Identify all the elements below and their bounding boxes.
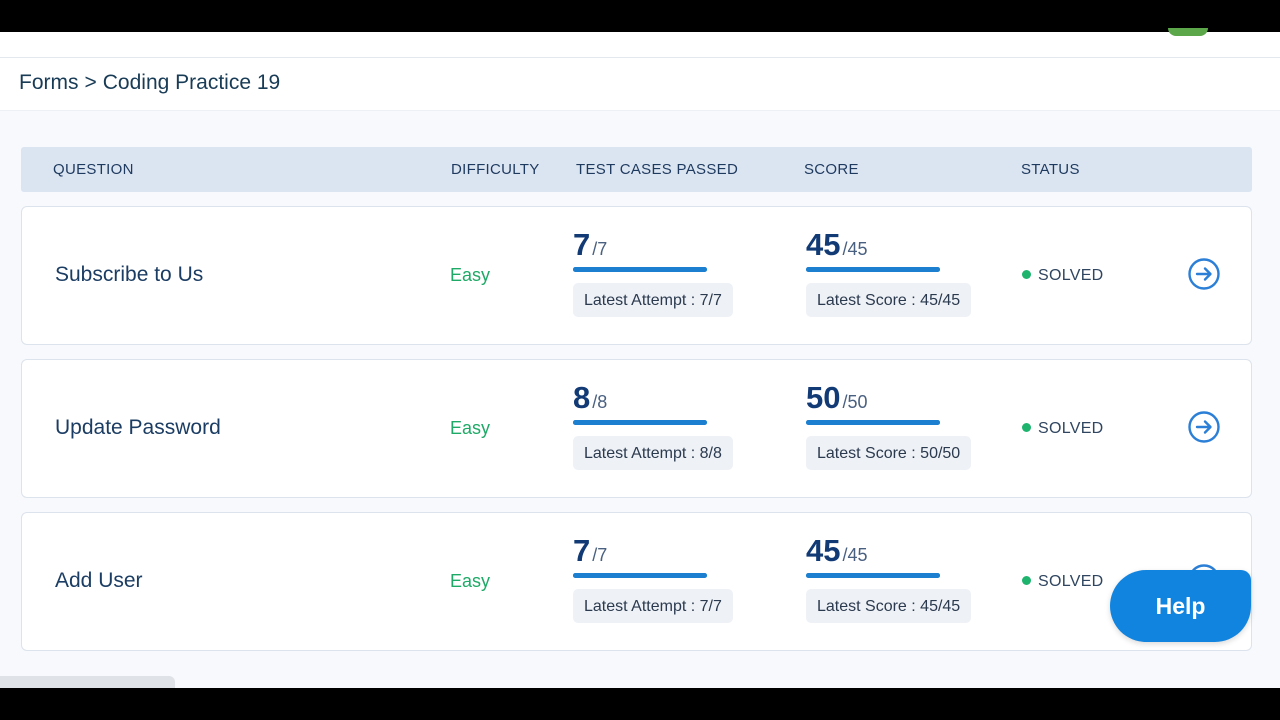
- score-progress-bar: [806, 267, 940, 272]
- score-metric: 45/45 Latest Score : 45/45: [806, 227, 1006, 317]
- score-progress-bar: [806, 573, 940, 578]
- status-text: SOLVED: [1038, 573, 1104, 590]
- table-row[interactable]: Update Password Easy 8/8 Latest Attempt …: [21, 359, 1252, 498]
- breadcrumb-bar: Forms > Coding Practice 19: [0, 58, 1280, 111]
- score-total-value: /45: [842, 239, 868, 259]
- tests-passed-value: 7: [573, 533, 591, 568]
- status-text: SOLVED: [1038, 420, 1104, 437]
- latest-score-badge: Latest Score : 50/50: [806, 436, 972, 470]
- score-metric: 45/45 Latest Score : 45/45: [806, 533, 1006, 623]
- header-test-cases: TEST CASES PASSED: [576, 161, 739, 178]
- breadcrumb-separator: >: [84, 71, 97, 94]
- tests-passed-value: 7: [573, 227, 591, 262]
- score-value: 45: [806, 227, 841, 262]
- latest-score-badge: Latest Score : 45/45: [806, 283, 972, 317]
- table-row[interactable]: Add User Easy 7/7 Latest Attempt : 7/7 4…: [21, 512, 1252, 651]
- score-progress-fill: [806, 267, 940, 272]
- tests-total-value: /7: [592, 239, 608, 259]
- score-total-value: /50: [842, 392, 868, 412]
- latest-attempt-badge: Latest Attempt : 7/7: [573, 589, 733, 623]
- bottom-letterbox: [0, 688, 1280, 720]
- horizontal-scrollbar[interactable]: [0, 676, 175, 688]
- status-dot: [1022, 423, 1031, 432]
- avatar[interactable]: [1168, 28, 1208, 36]
- latest-attempt-badge: Latest Attempt : 8/8: [573, 436, 733, 470]
- tests-progress-bar: [573, 573, 707, 578]
- tests-progress-fill: [573, 267, 707, 272]
- latest-attempt-badge: Latest Attempt : 7/7: [573, 283, 733, 317]
- status-badge: SOLVED: [1022, 573, 1104, 591]
- status-dot: [1022, 576, 1031, 585]
- tests-progress-fill: [573, 573, 707, 578]
- breadcrumb-current: Coding Practice 19: [102, 71, 281, 94]
- score-value: 50: [806, 380, 841, 415]
- question-name[interactable]: Add User: [55, 569, 143, 592]
- header-status: STATUS: [1021, 161, 1080, 178]
- table-header: QUESTION DIFFICULTY TEST CASES PASSED SC…: [21, 147, 1252, 192]
- score-total-value: /45: [842, 545, 868, 565]
- status-dot: [1022, 270, 1031, 279]
- test-cases-metric: 7/7 Latest Attempt : 7/7: [573, 533, 773, 623]
- breadcrumb: Forms > Coding Practice 19: [19, 71, 280, 95]
- open-question-arrow-icon[interactable]: [1187, 410, 1221, 444]
- header-difficulty: DIFFICULTY: [451, 161, 540, 178]
- top-navbar: [0, 32, 1280, 58]
- open-question-arrow-icon[interactable]: [1187, 257, 1221, 291]
- difficulty-label: Easy: [450, 418, 491, 438]
- table-row[interactable]: Subscribe to Us Easy 7/7 Latest Attempt …: [21, 206, 1252, 345]
- tests-passed-value: 8: [573, 380, 591, 415]
- question-name[interactable]: Subscribe to Us: [55, 263, 204, 286]
- score-progress-fill: [806, 420, 940, 425]
- difficulty-label: Easy: [450, 571, 491, 591]
- tests-total-value: /8: [592, 392, 608, 412]
- test-cases-metric: 7/7 Latest Attempt : 7/7: [573, 227, 773, 317]
- header-score: SCORE: [804, 161, 859, 178]
- score-progress-fill: [806, 573, 940, 578]
- score-progress-bar: [806, 420, 940, 425]
- top-letterbox: [0, 0, 1280, 32]
- question-name[interactable]: Update Password: [55, 416, 221, 439]
- tests-progress-bar: [573, 420, 707, 425]
- help-button[interactable]: Help: [1110, 570, 1251, 642]
- breadcrumb-parent-link[interactable]: Forms: [19, 71, 79, 94]
- status-text: SOLVED: [1038, 267, 1104, 284]
- status-badge: SOLVED: [1022, 267, 1104, 285]
- score-value: 45: [806, 533, 841, 568]
- latest-score-badge: Latest Score : 45/45: [806, 589, 972, 623]
- header-question: QUESTION: [53, 161, 134, 178]
- test-cases-metric: 8/8 Latest Attempt : 8/8: [573, 380, 773, 470]
- score-metric: 50/50 Latest Score : 50/50: [806, 380, 1006, 470]
- difficulty-label: Easy: [450, 265, 491, 285]
- tests-total-value: /7: [592, 545, 608, 565]
- status-badge: SOLVED: [1022, 420, 1104, 438]
- tests-progress-bar: [573, 267, 707, 272]
- tests-progress-fill: [573, 420, 707, 425]
